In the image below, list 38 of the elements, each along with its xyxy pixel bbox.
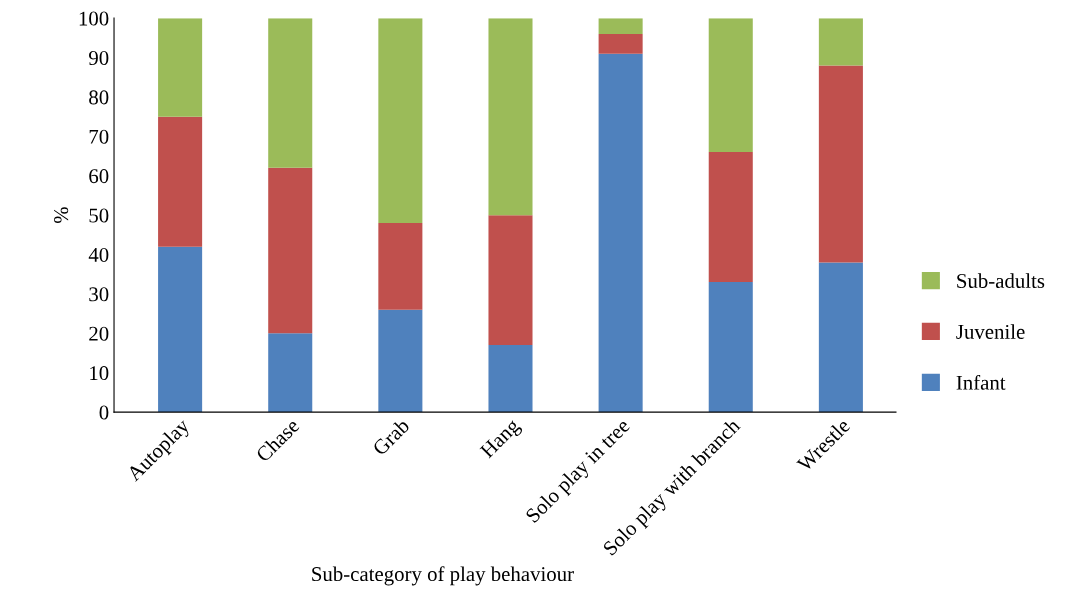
y-tick-label: 80 — [89, 90, 109, 105]
bar — [598, 53, 643, 413]
x-tick-label: Grab — [371, 417, 411, 457]
bar — [158, 18, 203, 117]
y-tick-label: 40 — [88, 247, 109, 262]
bar — [488, 18, 533, 216]
legend-label: Infant — [956, 374, 1006, 390]
bar — [158, 246, 203, 413]
bar — [268, 167, 313, 334]
legend-label: Sub-adults — [957, 273, 1045, 288]
bar — [708, 18, 753, 153]
bar — [598, 18, 643, 34]
bar — [268, 333, 313, 413]
bar — [818, 18, 863, 66]
bar — [268, 18, 313, 168]
y-tick-label: 50 — [89, 208, 109, 223]
bar — [708, 282, 753, 413]
x-axis-title: Sub-category of play behaviour — [312, 566, 574, 586]
bar — [488, 215, 533, 346]
y-tick-label: 60 — [89, 169, 109, 184]
bar — [378, 18, 423, 224]
bar — [378, 309, 423, 413]
legend-label: Juvenile — [956, 324, 1025, 339]
y-tick-label: 90 — [89, 50, 109, 65]
y-tick-label: 100 — [79, 11, 109, 26]
y-axis-title: % — [54, 207, 69, 224]
y-tick-label: 0 — [99, 405, 109, 420]
bar — [818, 262, 863, 413]
y-tick-label: 70 — [89, 129, 109, 144]
bar — [708, 152, 753, 283]
y-tick-label: 30 — [89, 287, 109, 302]
bar — [488, 345, 533, 413]
bar — [818, 65, 863, 263]
bar — [158, 116, 203, 247]
y-tick-label: 10 — [90, 366, 109, 381]
y-tick-label: 20 — [89, 326, 109, 341]
bar — [378, 223, 423, 310]
bar — [598, 33, 643, 54]
